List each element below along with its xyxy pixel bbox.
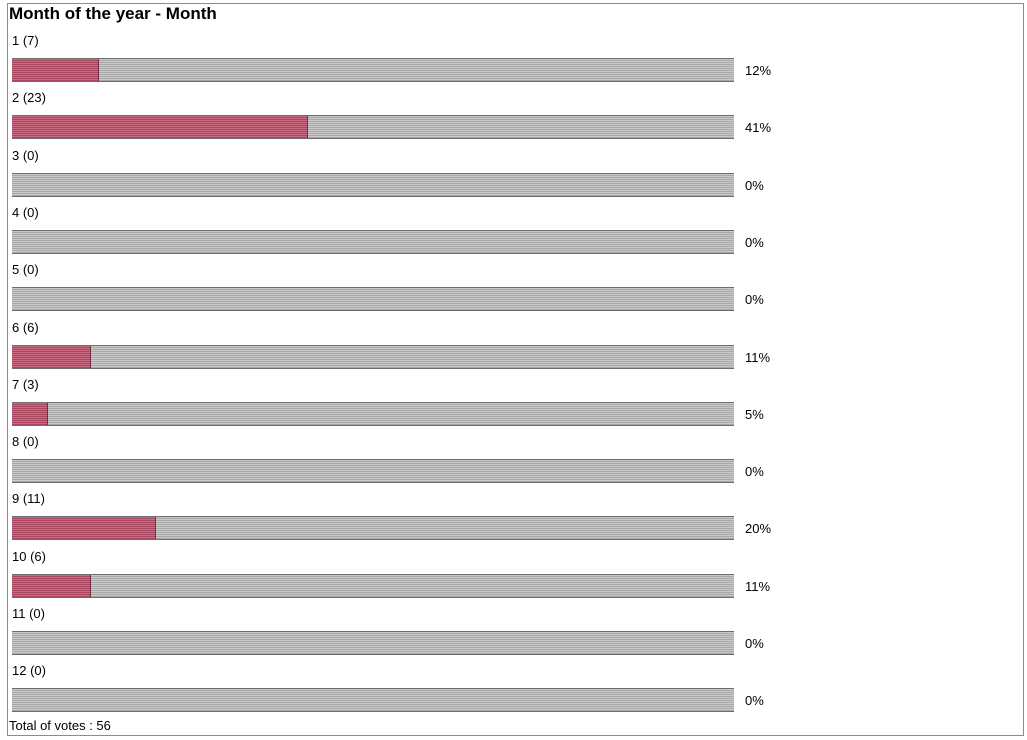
row-label: 7 (3) — [12, 376, 39, 392]
bar-track — [12, 516, 734, 541]
row-label: 12 (0) — [12, 663, 46, 679]
percentage-label: 0% — [745, 693, 764, 709]
bar-track — [12, 58, 734, 82]
percentage-label: 12% — [745, 63, 772, 78]
row-label: 4 (0) — [12, 204, 39, 220]
percentage-label: 20% — [745, 521, 772, 537]
percentage-label: 0% — [745, 636, 764, 651]
bar-track — [12, 287, 734, 312]
bar-track — [12, 344, 734, 369]
percentage-label: 11% — [745, 349, 771, 365]
bar-track — [12, 401, 734, 426]
row-label: 9 (11) — [12, 491, 45, 507]
bar-track — [12, 459, 734, 484]
percentage-label: 5% — [745, 406, 764, 422]
row-label: 5 (0) — [12, 262, 39, 278]
total-votes: Total of votes : 56 — [9, 718, 111, 733]
percentage-label: 0% — [745, 464, 764, 480]
percentage-label: 0% — [745, 234, 764, 250]
bar-track — [12, 631, 734, 655]
percentage-label: 41% — [745, 120, 772, 136]
bar-fill — [12, 59, 99, 81]
row-label: 1 (7) — [12, 33, 39, 48]
row-label: 10 (6) — [12, 548, 46, 564]
percentage-label: 11% — [745, 578, 771, 594]
bar-fill — [12, 402, 49, 425]
bar-fill — [12, 345, 92, 368]
bar-track — [12, 172, 734, 197]
poll-results-panel — [7, 3, 1024, 736]
chart-title: Month of the year - Month — [9, 4, 217, 23]
row-label: 2 (23) — [12, 90, 46, 106]
bar-track — [12, 115, 734, 140]
bar-fill — [12, 116, 309, 139]
row-label: 3 (0) — [12, 147, 39, 163]
row-label: 11 (0) — [12, 606, 45, 621]
bar-fill — [12, 517, 157, 540]
row-label: 8 (0) — [12, 434, 39, 450]
bar-track — [12, 573, 734, 598]
bar-fill — [12, 574, 92, 597]
bar-track — [12, 688, 734, 713]
bar-track — [12, 229, 734, 254]
percentage-label: 0% — [745, 177, 764, 193]
row-label: 6 (6) — [12, 319, 39, 335]
percentage-label: 0% — [745, 292, 764, 308]
